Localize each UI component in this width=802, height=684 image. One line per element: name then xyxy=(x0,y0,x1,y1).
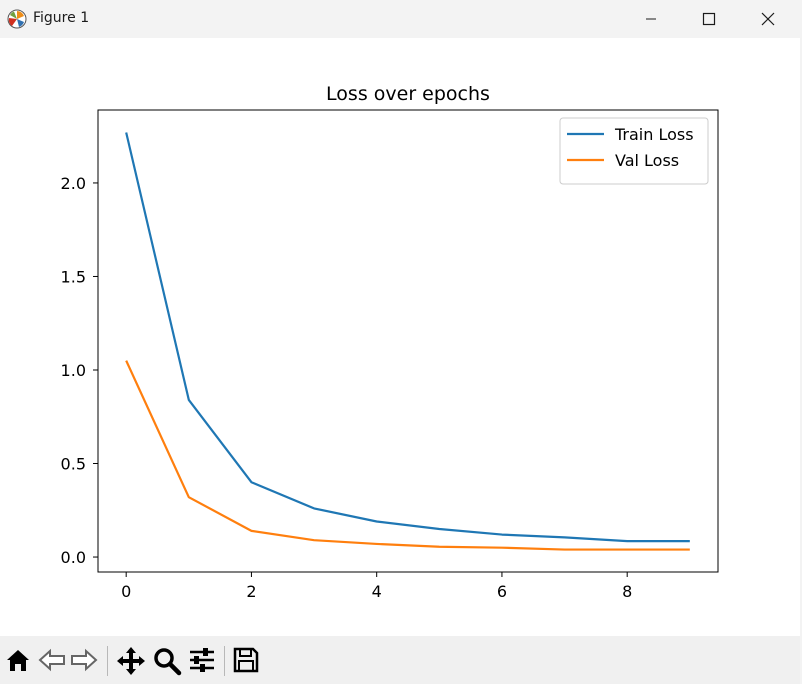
toolbar-separator xyxy=(224,646,225,676)
configure-subplots-button[interactable] xyxy=(188,646,218,676)
configure-subplots-icon xyxy=(190,648,214,672)
window-title: Figure 1 xyxy=(33,10,90,26)
series-line-train-loss xyxy=(125,132,690,543)
home-button[interactable] xyxy=(4,646,34,676)
save-icon xyxy=(233,647,259,673)
home-icon xyxy=(7,650,29,671)
figure-canvas[interactable]: Loss over epochs 0 2 4 6 8 0.0 0.5 1.0 1.5 2.0 T… xyxy=(0,38,800,636)
matplotlib-app-icon xyxy=(7,9,27,29)
forward-arrow-icon xyxy=(71,648,98,672)
y-tick-label: 2.0 xyxy=(61,174,86,193)
y-tick-label: 1.0 xyxy=(61,361,86,380)
line-chart: Loss over epochs 0 2 4 6 8 0.0 0.5 1.0 1.5 2.0 T… xyxy=(61,83,719,601)
x-tick-label: 8 xyxy=(622,582,632,601)
minimize-icon xyxy=(646,18,656,20)
axes-frame xyxy=(97,109,719,573)
navigation-toolbar xyxy=(0,636,800,684)
series-lines xyxy=(125,132,690,551)
x-tick-label: 0 xyxy=(121,582,131,601)
pan-icon xyxy=(117,647,145,675)
x-tick-label: 2 xyxy=(246,582,256,601)
y-tick-label: 1.5 xyxy=(61,267,86,286)
title-bar[interactable]: Figure 1 xyxy=(0,0,800,38)
y-tick-label: 0.0 xyxy=(61,548,86,567)
chart-title: Loss over epochs xyxy=(326,83,490,105)
maximize-button[interactable] xyxy=(680,0,738,38)
close-button[interactable] xyxy=(739,0,797,38)
close-icon xyxy=(761,12,775,26)
window-edge xyxy=(800,0,802,684)
series-line-val-loss xyxy=(125,360,690,551)
save-button[interactable] xyxy=(232,646,262,676)
x-tick-label: 4 xyxy=(372,582,382,601)
y-tick-label: 0.5 xyxy=(61,455,86,474)
back-button[interactable] xyxy=(38,646,68,676)
pan-button[interactable] xyxy=(116,646,146,676)
legend: Train Loss Val Loss xyxy=(559,117,709,185)
legend-label: Train Loss xyxy=(614,125,694,144)
y-axis: 0.0 0.5 1.0 1.5 2.0 xyxy=(61,174,98,567)
minimize-button[interactable] xyxy=(622,0,680,38)
x-axis: 0 2 4 6 8 xyxy=(121,572,632,601)
back-arrow-icon xyxy=(38,648,65,672)
zoom-icon xyxy=(154,648,182,676)
zoom-button[interactable] xyxy=(152,646,182,676)
x-tick-label: 6 xyxy=(497,582,507,601)
forward-button[interactable] xyxy=(70,646,100,676)
toolbar-separator xyxy=(107,646,108,676)
maximize-icon xyxy=(702,12,716,26)
legend-label: Val Loss xyxy=(615,151,679,170)
